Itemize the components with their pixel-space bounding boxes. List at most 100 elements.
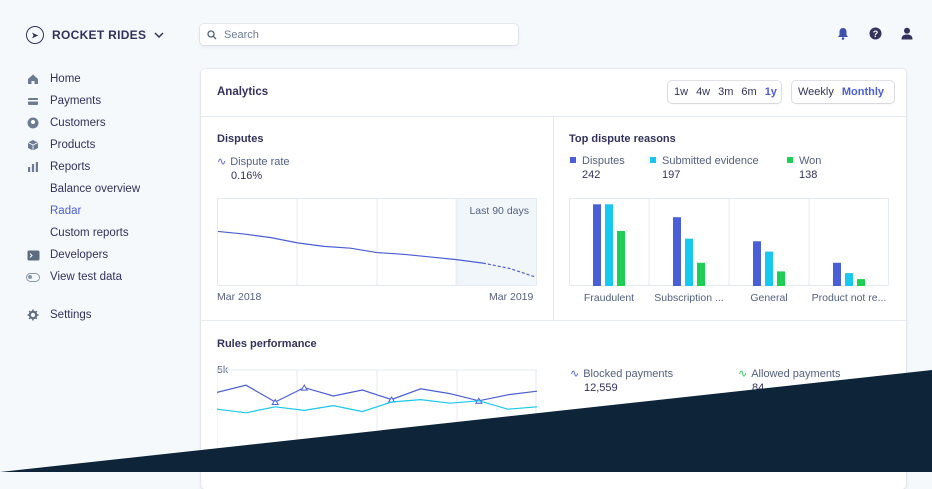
sidebar-item-label: Settings xyxy=(50,309,92,321)
bar-won xyxy=(617,230,625,286)
legend-label: Submitted evidence xyxy=(662,155,759,167)
category-label: Subscription ... xyxy=(654,292,723,304)
sidebar-item-label: Reports xyxy=(50,161,91,173)
top-actions: ? xyxy=(836,26,914,40)
bar-disputes xyxy=(753,241,761,286)
dispute-rate-projection xyxy=(482,262,537,278)
sidebar-item-label: Customers xyxy=(50,117,106,129)
disputes-swatch-icon xyxy=(570,157,576,163)
range-option-1y[interactable]: 1y xyxy=(764,86,777,98)
disputes-x-end: Mar 2019 xyxy=(489,291,534,303)
sidebar-item-label: Payments xyxy=(50,95,102,107)
help-icon[interactable]: ? xyxy=(868,26,882,40)
dispute-rate-series xyxy=(217,230,484,264)
rocket-logo-icon: ➤ xyxy=(26,26,44,44)
sidebar-item-settings[interactable]: Settings xyxy=(26,304,140,326)
blocked-label: Blocked payments xyxy=(583,368,674,380)
chevron-down-icon xyxy=(154,32,164,38)
range-option-6m[interactable]: 6m xyxy=(741,86,757,98)
sidebar-item-label: Products xyxy=(50,139,96,151)
sidebar-item-reports[interactable]: Reports xyxy=(26,156,140,178)
bar-won xyxy=(777,271,785,286)
trend-line-icon: ∿ xyxy=(738,368,748,380)
legend-label: Disputes xyxy=(582,155,625,167)
divider xyxy=(201,320,906,321)
sidebar: ➤ ROCKET RIDES Home Payments Customers P… xyxy=(0,0,200,472)
dispute-rate-label: Dispute rate xyxy=(230,156,290,168)
trend-line-icon: ∿ xyxy=(217,156,227,168)
svg-text:?: ? xyxy=(872,28,878,38)
range-option-4w[interactable]: 4w xyxy=(696,86,711,98)
bar-won xyxy=(697,262,705,286)
bar-disputes xyxy=(673,217,681,286)
analytics-title: Analytics xyxy=(217,86,269,98)
customers-icon xyxy=(26,116,40,130)
allowed-label: Allowed payments xyxy=(751,368,841,380)
account-switcher[interactable]: ➤ ROCKET RIDES xyxy=(26,26,164,44)
notifications-bell-icon[interactable] xyxy=(836,26,850,40)
disputes-legend: ∿ Dispute rate 0.16% xyxy=(217,155,290,182)
sidebar-item-developers[interactable]: Developers xyxy=(26,244,140,266)
legend-label: Won xyxy=(799,155,822,167)
rules-title: Rules performance xyxy=(217,338,317,350)
category-label: Fraudulent xyxy=(584,292,634,304)
allowed-value: 84 xyxy=(752,382,765,394)
reasons-legend-submitted: Submitted evidence 197 xyxy=(650,155,759,181)
sidebar-item-customers[interactable]: Customers xyxy=(26,112,140,134)
bar-disputes xyxy=(593,204,601,286)
products-icon xyxy=(26,138,40,152)
legend-value: 197 xyxy=(662,169,681,181)
range-option-3m[interactable]: 3m xyxy=(718,86,734,98)
won-swatch-icon xyxy=(787,157,793,163)
submitted-swatch-icon xyxy=(650,157,656,163)
sidebar-subitem-label: Custom reports xyxy=(50,227,129,239)
divider xyxy=(553,116,554,320)
reports-icon xyxy=(26,160,40,174)
analytics-card: Analytics 1w 4w 3m 6m 1y Weekly Monthly … xyxy=(201,69,906,489)
legend-value: 242 xyxy=(582,169,601,181)
range-selector: 1w 4w 3m 6m 1y xyxy=(668,81,781,103)
bar-submitted-evidence xyxy=(765,251,773,286)
dispute-rate-value: 0.16% xyxy=(231,170,263,182)
sidebar-subitem-custom-reports[interactable]: Custom reports xyxy=(26,222,140,244)
period-option-monthly[interactable]: Monthly xyxy=(841,86,885,98)
bar-submitted-evidence xyxy=(685,238,693,286)
range-option-1w[interactable]: 1w xyxy=(674,86,689,98)
disputes-x-start: Mar 2018 xyxy=(217,291,262,303)
reasons-legend-won: Won 138 xyxy=(787,155,821,181)
sidebar-item-payments[interactable]: Payments xyxy=(26,90,140,112)
sidebar-nav: Home Payments Customers Products Reports… xyxy=(26,68,140,326)
sidebar-subitem-balance-overview[interactable]: Balance overview xyxy=(26,178,140,200)
reasons-title: Top dispute reasons xyxy=(569,133,676,145)
sidebar-item-view-test-data[interactable]: View test data xyxy=(26,266,140,288)
gear-icon xyxy=(26,308,40,322)
blocked-value: 12,559 xyxy=(584,382,618,394)
account-user-icon[interactable] xyxy=(900,26,914,40)
rules-legend-blocked: ∿ Blocked payments 12,559 xyxy=(570,367,673,394)
sidebar-subitem-label: Radar xyxy=(50,205,82,217)
reasons-legend-disputes: Disputes 242 xyxy=(570,155,625,181)
sidebar-subitem-radar[interactable]: Radar xyxy=(26,200,140,222)
period-selector: Weekly Monthly xyxy=(792,81,894,103)
search-bar[interactable] xyxy=(200,24,518,45)
legend-value: 138 xyxy=(799,169,818,181)
category-label: General xyxy=(750,292,787,304)
bar-disputes xyxy=(833,262,841,286)
bar-submitted-evidence xyxy=(845,273,853,286)
sidebar-item-products[interactable]: Products xyxy=(26,134,140,156)
period-option-weekly[interactable]: Weekly xyxy=(798,86,834,98)
last-90-days-shade xyxy=(455,198,537,286)
sidebar-item-label: Developers xyxy=(50,249,109,261)
disputes-line-chart: Last 90 days xyxy=(217,198,537,286)
rules-legend-allowed: ∿ Allowed payments 84 xyxy=(738,367,841,394)
brand-name: ROCKET RIDES xyxy=(52,28,147,42)
sidebar-item-label: View test data xyxy=(50,271,123,283)
sidebar-item-home[interactable]: Home xyxy=(26,68,140,90)
toggle-icon[interactable] xyxy=(26,270,40,284)
category-label: Product not re... xyxy=(812,292,887,304)
sidebar-subitem-label: Balance overview xyxy=(50,183,141,195)
bar-submitted-evidence xyxy=(605,204,613,286)
search-icon xyxy=(207,29,217,39)
disputes-title: Disputes xyxy=(217,133,264,145)
search-input[interactable] xyxy=(222,27,506,42)
